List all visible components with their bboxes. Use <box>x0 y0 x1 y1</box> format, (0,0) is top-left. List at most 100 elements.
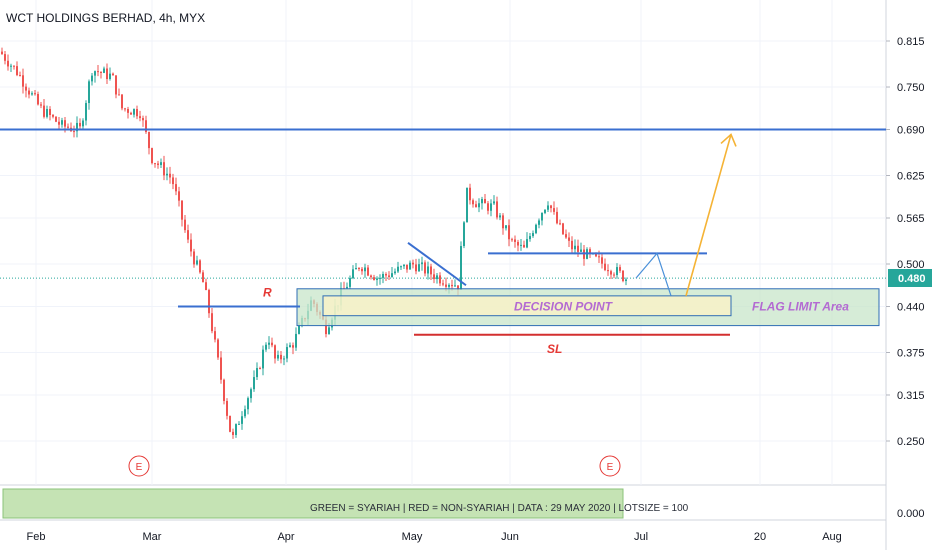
candle <box>76 122 78 132</box>
price-axis[interactable]: 0.815 0.750 0.690 0.625 0.565 0.500 0.440 0.375… <box>886 36 925 448</box>
candle <box>166 173 168 176</box>
price-tick: 0.315 <box>897 390 925 402</box>
candle <box>505 225 507 229</box>
price-tick: 0.815 <box>897 36 925 48</box>
candle <box>178 191 180 201</box>
candle <box>157 163 159 165</box>
candle <box>553 208 555 212</box>
candle <box>25 86 27 91</box>
time-tick: May <box>402 531 423 543</box>
candle <box>187 230 189 240</box>
candle <box>274 345 276 359</box>
candle <box>256 368 258 378</box>
time-tick: Aug <box>822 531 842 543</box>
earnings-marker-mar[interactable]: E <box>128 455 150 477</box>
target-arrow[interactable] <box>685 134 732 297</box>
candle <box>175 184 177 192</box>
candle <box>565 234 567 238</box>
candle <box>154 163 156 165</box>
candle <box>610 271 612 275</box>
grid <box>0 0 886 485</box>
flag-limit-label: FLAG LIMIT Area <box>752 299 849 313</box>
candle <box>55 116 57 122</box>
candle <box>484 198 486 204</box>
candle <box>124 108 126 110</box>
decision-point-label: DECISION POINT <box>514 299 614 313</box>
candle <box>292 345 294 348</box>
candle <box>589 249 591 254</box>
candle <box>202 272 204 283</box>
candle <box>295 333 297 348</box>
candle <box>19 75 21 77</box>
candle <box>424 262 426 274</box>
candle <box>577 245 579 252</box>
trend-line[interactable] <box>407 241 467 287</box>
candle <box>574 245 576 250</box>
candle <box>1 51 3 55</box>
earnings-marker-jun[interactable]: E <box>599 455 621 477</box>
candle <box>406 264 408 270</box>
candle <box>169 173 171 178</box>
candle <box>487 203 489 211</box>
candle <box>289 345 291 348</box>
candle <box>496 201 498 218</box>
candle <box>547 205 549 210</box>
candle <box>490 203 492 211</box>
candle <box>463 222 465 247</box>
candle <box>160 162 162 165</box>
candle <box>130 112 132 115</box>
candle <box>361 268 363 272</box>
candle <box>109 73 111 80</box>
candle <box>469 187 471 201</box>
price-tick: 0.250 <box>897 436 925 448</box>
candle <box>163 162 165 176</box>
candle <box>226 400 228 416</box>
candle <box>379 277 381 279</box>
candle <box>79 122 81 127</box>
candle <box>283 358 285 360</box>
candle <box>472 200 474 205</box>
candle <box>457 285 459 290</box>
candle <box>172 177 174 185</box>
candle <box>28 90 30 95</box>
candle <box>445 284 447 287</box>
candle <box>298 325 300 334</box>
candle <box>271 342 273 346</box>
candle <box>184 219 186 231</box>
candle <box>358 267 360 269</box>
candle <box>403 264 405 267</box>
candle <box>499 215 501 218</box>
time-tick: Feb <box>27 531 46 543</box>
candle <box>439 275 441 284</box>
price-tick: 0.565 <box>897 213 925 225</box>
candle <box>49 108 51 115</box>
candle <box>223 379 225 401</box>
time-tick: Apr <box>277 531 294 543</box>
candle <box>367 267 369 276</box>
candle <box>211 313 213 332</box>
time-axis[interactable]: Feb Mar Apr May Jun Jul 20 Aug <box>27 531 842 543</box>
candle <box>436 275 438 280</box>
candle <box>328 327 330 335</box>
candle <box>37 94 39 105</box>
candle <box>346 286 348 289</box>
candle <box>103 68 105 73</box>
price-tick: 0.375 <box>897 348 925 360</box>
candle <box>385 274 387 276</box>
candle <box>196 260 198 265</box>
candle <box>94 71 96 76</box>
candle <box>268 342 270 345</box>
candle <box>544 209 546 213</box>
candle <box>214 331 216 340</box>
decision-point-box[interactable] <box>322 295 732 317</box>
earnings-label: E <box>136 462 143 473</box>
candle <box>262 349 264 369</box>
candle <box>16 66 18 76</box>
candle <box>475 204 477 208</box>
price-tick: 0.500 <box>897 259 925 271</box>
candle <box>325 319 327 335</box>
candle <box>541 212 543 221</box>
svg-text:0.480: 0.480 <box>898 273 926 285</box>
footer-legend-text: GREEN = SYARIAH | RED = NON-SYARIAH | DA… <box>310 503 689 514</box>
